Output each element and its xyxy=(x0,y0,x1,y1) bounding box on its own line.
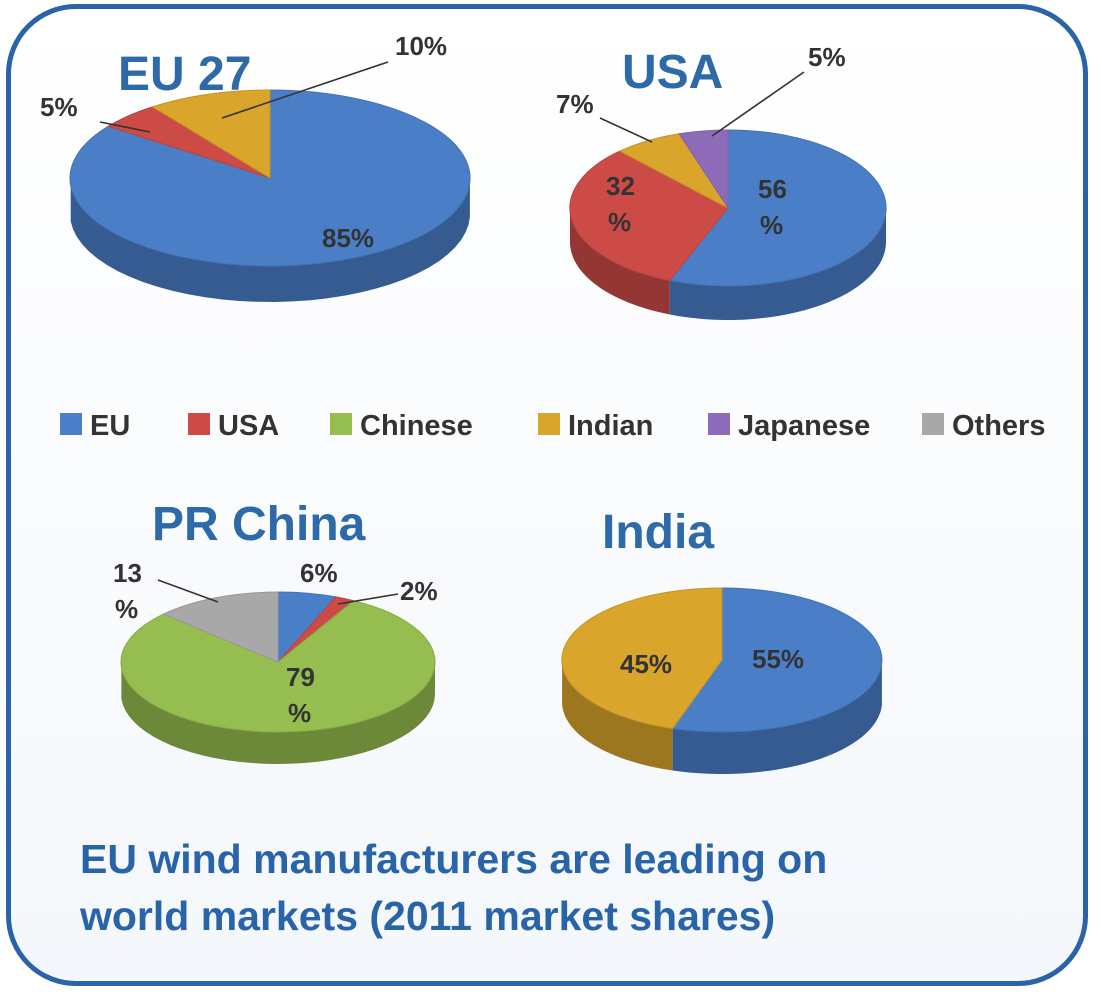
slice-label-pr-china-eu: 6% xyxy=(300,558,338,588)
pie-eu27: 85% 5% 10% xyxy=(40,31,471,302)
legend-label-usa: USA xyxy=(218,410,279,442)
legend-swatch-eu xyxy=(60,413,82,435)
slice-label-usa-indian: 7% xyxy=(556,89,594,119)
leader-line-usa-japanese xyxy=(711,71,805,137)
slice-label-eu27-indian: 10% xyxy=(395,31,447,61)
pie-usa: 56 % 32 % 7% 5% xyxy=(556,42,887,320)
leader-line-eu27-usa xyxy=(99,121,151,133)
pie-slice-pr-china-chinese xyxy=(120,600,436,733)
pie-india: 55% 45% xyxy=(561,587,883,774)
legend-swatch-others xyxy=(922,413,944,435)
legend-swatch-usa xyxy=(188,413,210,435)
pie-side-india-eu xyxy=(672,663,882,774)
leader-line-pr-china-usa xyxy=(337,593,399,605)
slice-label-eu27-eu: 85% xyxy=(322,223,374,253)
slice-label-eu27-usa: 5% xyxy=(40,92,78,122)
legend-swatch-indian xyxy=(538,413,560,435)
slice-label-india-eu: 55% xyxy=(752,644,804,674)
pie-side-usa-usa xyxy=(570,209,670,315)
caption-line-1: EU wind manufacturers are leading on xyxy=(80,836,827,882)
legend-swatch-chinese xyxy=(330,413,352,435)
slice-label-usa-usa: 32% xyxy=(606,171,635,237)
pie-slice-pr-china-others xyxy=(162,591,279,663)
slice-label-pr-china-usa: 2% xyxy=(400,576,438,606)
pie-slice-usa-japanese xyxy=(678,129,729,210)
legend-swatch-japanese xyxy=(708,413,730,435)
leader-line-usa-indian xyxy=(599,117,653,143)
pie-side-eu27-eu xyxy=(70,180,470,302)
legend-label-japanese: Japanese xyxy=(738,410,870,442)
pie-title-pr-china: PR China xyxy=(152,498,366,551)
slice-label-usa-eu: 56% xyxy=(758,174,787,240)
pie-slice-india-eu xyxy=(671,587,883,733)
caption-line-2: world markets (2011 market shares) xyxy=(79,893,775,939)
legend-label-indian: Indian xyxy=(568,410,653,442)
pie-side-india-indian xyxy=(562,662,673,771)
pie-side-pr-china-chinese xyxy=(121,662,436,764)
pie-pr-china: 6% 2% 79 % 13% xyxy=(113,558,438,764)
pie-side-usa-eu xyxy=(669,209,886,320)
slice-label-usa-japanese: 5% xyxy=(808,42,846,72)
slice-label-india-indian: 45% xyxy=(620,649,672,679)
pie-slice-usa-usa xyxy=(569,150,729,282)
pie-slice-india-indian xyxy=(561,587,723,730)
legend-label-chinese: Chinese xyxy=(360,410,473,442)
pie-title-usa: USA xyxy=(622,46,723,99)
pie-slice-usa-eu xyxy=(668,129,887,287)
slice-label-pr-china-chinese: 79% xyxy=(286,662,315,728)
slice-label-pr-china-others: 13% xyxy=(113,558,142,624)
leader-line-eu27-indian xyxy=(221,61,389,119)
leader-line-pr-china-others xyxy=(157,579,219,603)
legend-label-eu: EU xyxy=(90,410,130,442)
legend-label-others: Others xyxy=(952,410,1045,442)
legend: EU USA Chinese Indian Japanese Others xyxy=(60,410,1045,442)
pie-title-india: India xyxy=(602,506,714,559)
